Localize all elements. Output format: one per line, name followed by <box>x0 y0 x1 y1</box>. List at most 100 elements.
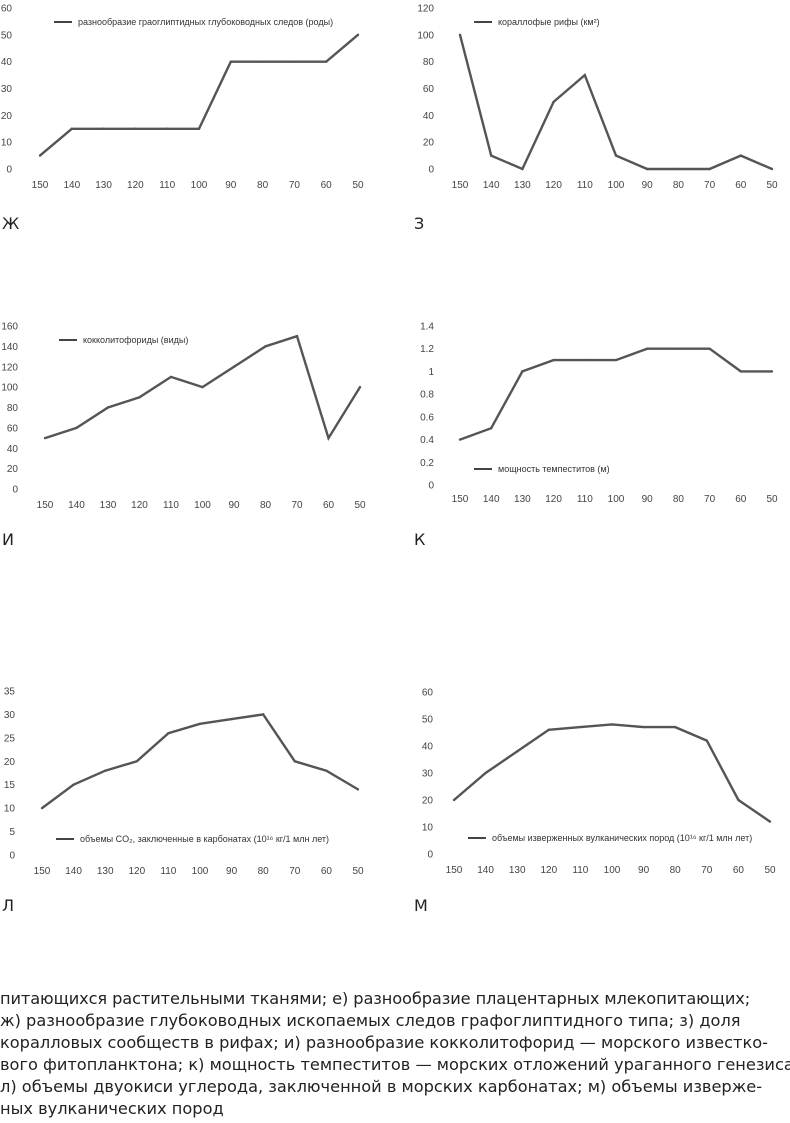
legend-label: объемы CO₂, заключенные в карбонатах (10… <box>80 834 329 844</box>
data-point <box>102 127 105 130</box>
data-point <box>293 60 296 63</box>
x-tick-label: 100 <box>608 180 625 191</box>
x-tick-label: 120 <box>128 866 145 877</box>
caption-line: ж) разнообразие глубоководных ископаемых… <box>0 1011 741 1030</box>
x-tick-label: 50 <box>354 500 366 511</box>
data-point <box>737 798 740 802</box>
data-point <box>516 750 519 753</box>
x-tick-label: 130 <box>514 180 531 191</box>
data-point <box>75 426 78 430</box>
y-tick-label: 30 <box>4 710 16 721</box>
x-tick-label: 110 <box>159 180 175 191</box>
x-tick-label: 90 <box>225 180 237 191</box>
x-tick-label: 140 <box>477 865 494 876</box>
data-point <box>614 154 618 157</box>
data-point <box>198 722 202 725</box>
data-point <box>262 713 265 716</box>
x-tick-label: 70 <box>701 865 713 876</box>
chart-z-svg: 0 20 40 60 80 100 120 150 140 130 120 110 100 90 80 70 6… <box>417 4 778 192</box>
y-tick-label: 1.2 <box>420 344 434 355</box>
x-tick-label: 110 <box>572 865 588 876</box>
y-tick-label: 0.2 <box>420 458 434 469</box>
data-point <box>583 358 586 362</box>
y-tick-label: 0 <box>9 851 15 862</box>
x-tick-label: 140 <box>483 180 500 191</box>
x-tick-label: 150 <box>37 500 54 511</box>
panel-letter-l: Л <box>2 896 15 915</box>
x-tick-label: 60 <box>735 494 747 505</box>
data-point <box>327 436 330 440</box>
x-tick-label: 150 <box>452 180 469 191</box>
chart-i: 0 20 40 60 80 100 120 140 160 150 140 130 120 110 100 9… <box>0 318 390 518</box>
y-tick-label: 0 <box>428 481 434 492</box>
data-point <box>295 334 299 338</box>
y-tick-label: 0.6 <box>420 412 434 423</box>
series-line <box>41 713 359 810</box>
x-tick-label: 50 <box>766 494 778 505</box>
y-tick-label: 1 <box>428 367 434 378</box>
data-point <box>229 60 232 63</box>
data-point <box>293 760 296 763</box>
y-tick-label: 40 <box>7 444 19 455</box>
caption-line: питающихся растительными тканями; е) раз… <box>0 989 751 1008</box>
chart-m: 0 10 20 30 40 50 60 150 140 130 120 110 100 90 80 70 60 5… <box>410 684 790 879</box>
y-tick-label: 5 <box>9 827 15 838</box>
y-tick-label: 40 <box>422 742 434 753</box>
x-tick-label: 50 <box>352 180 364 191</box>
chart-k: 0 0.2 0.4 0.6 0.8 1 1.2 1.4 150 140 130 120 110 100 90… <box>410 318 790 518</box>
y-tick-label: 20 <box>7 464 19 475</box>
x-tick-label: 70 <box>704 494 716 505</box>
y-tick-label: 40 <box>423 111 435 122</box>
y-tick-label: 30 <box>1 84 13 95</box>
x-tick-label: 70 <box>289 866 301 877</box>
y-tick-label: 20 <box>1 111 13 122</box>
data-point <box>739 370 742 373</box>
data-point <box>135 760 138 763</box>
x-tick-label: 110 <box>577 180 593 191</box>
figure-caption: питающихся растительными тканями; е) раз… <box>0 988 790 1120</box>
data-point <box>768 820 772 823</box>
caption-line: л) объемы двуокиси углерода, заключенной… <box>0 1077 763 1096</box>
y-tick-label: 50 <box>1 30 13 41</box>
data-point <box>138 396 141 399</box>
legend-label: разнообразие граоглиптидных глубоководны… <box>78 17 333 27</box>
chart-i-svg: 0 20 40 60 80 100 120 140 160 150 140 130 120 110 100 9… <box>1 322 366 512</box>
x-tick-label: 80 <box>258 866 270 877</box>
data-point <box>261 60 264 63</box>
caption-line: ных вулканических пород <box>0 1099 224 1118</box>
legend-label: кораллофые рифы (км²) <box>498 17 600 27</box>
series-line <box>453 723 771 823</box>
x-tick-label: 150 <box>452 494 469 505</box>
data-point <box>614 358 618 362</box>
x-tick-label: 140 <box>68 500 85 511</box>
data-point <box>201 385 204 389</box>
y-tick-label: 50 <box>422 715 434 726</box>
x-tick-label: 80 <box>670 865 682 876</box>
data-point <box>72 783 75 786</box>
x-tick-label: 140 <box>483 494 500 505</box>
x-tick-label: 110 <box>577 494 593 505</box>
y-tick-label: 10 <box>1 138 13 149</box>
data-point <box>38 154 42 157</box>
x-tick-label: 120 <box>545 494 562 505</box>
panel-letter-zh: Ж <box>2 214 20 233</box>
data-point <box>458 33 462 37</box>
y-tick-label: 15 <box>4 780 16 791</box>
x-tick-label: 120 <box>131 500 148 511</box>
chart-zh-svg: 0 10 20 30 40 50 60 150 140 130 120 110 100 90 80 70 60 5… <box>1 4 364 192</box>
x-tick-label: 90 <box>228 500 240 511</box>
x-tick-label: 60 <box>323 500 335 511</box>
data-point <box>40 806 44 810</box>
x-tick-label: 130 <box>100 500 117 511</box>
data-point <box>708 167 711 171</box>
data-point <box>356 788 360 791</box>
data-point <box>264 345 267 348</box>
chart-z: 0 20 40 60 80 100 120 150 140 130 120 110 100 90 80 70 6… <box>410 0 790 200</box>
data-point <box>232 365 236 368</box>
series-line <box>458 34 773 171</box>
data-point <box>552 358 555 362</box>
series-line <box>459 347 772 441</box>
data-point <box>642 725 645 729</box>
caption-line: вого фитопланктона; к) мощность темпести… <box>0 1055 790 1074</box>
y-tick-label: 30 <box>422 769 434 780</box>
